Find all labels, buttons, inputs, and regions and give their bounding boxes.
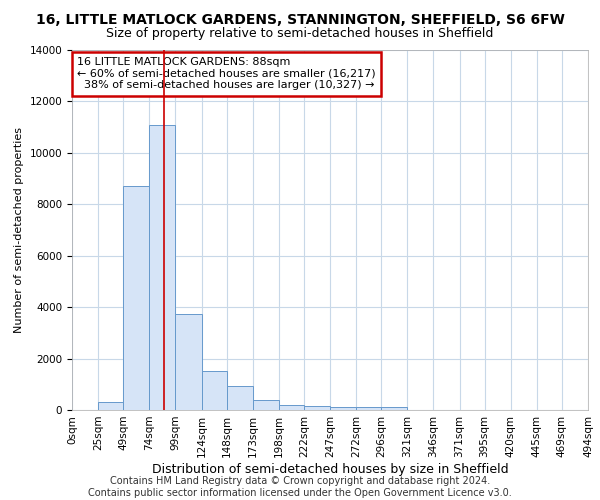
Bar — [98, 402, 123, 410]
Y-axis label: Number of semi-detached properties: Number of semi-detached properties — [14, 127, 24, 333]
Text: 16 LITTLE MATLOCK GARDENS: 88sqm
← 60% of semi-detached houses are smaller (16,2: 16 LITTLE MATLOCK GARDENS: 88sqm ← 60% o… — [77, 57, 376, 90]
Bar — [202, 372, 227, 410]
Text: 16, LITTLE MATLOCK GARDENS, STANNINGTON, SHEFFIELD, S6 6FW: 16, LITTLE MATLOCK GARDENS, STANNINGTON,… — [35, 12, 565, 26]
Bar — [227, 386, 253, 410]
Bar — [149, 124, 175, 410]
Text: Size of property relative to semi-detached houses in Sheffield: Size of property relative to semi-detach… — [106, 28, 494, 40]
Bar — [175, 314, 202, 410]
Bar — [304, 406, 330, 410]
Bar — [381, 408, 407, 410]
Text: Contains HM Land Registry data © Crown copyright and database right 2024.
Contai: Contains HM Land Registry data © Crown c… — [88, 476, 512, 498]
Bar — [279, 405, 304, 410]
Bar — [356, 408, 381, 410]
X-axis label: Distribution of semi-detached houses by size in Sheffield: Distribution of semi-detached houses by … — [152, 462, 508, 475]
Bar — [253, 400, 279, 410]
Bar — [123, 186, 149, 410]
Bar — [330, 408, 356, 410]
